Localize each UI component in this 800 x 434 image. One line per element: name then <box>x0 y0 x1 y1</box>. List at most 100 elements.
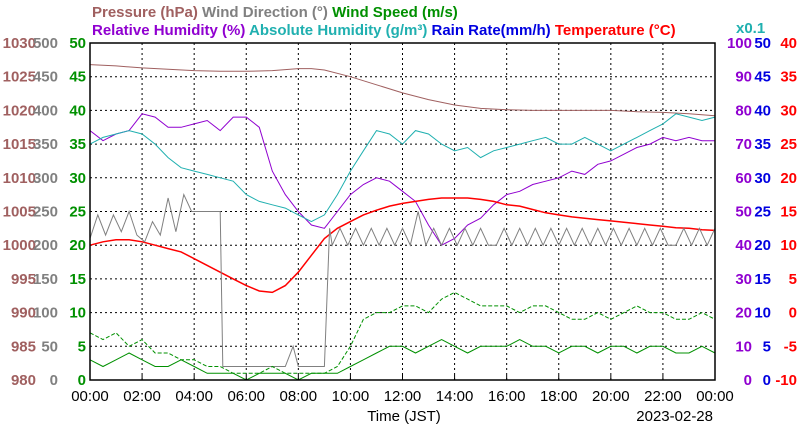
legend-row-2: Relative Humidity (%) Absolute Humidity … <box>92 22 676 39</box>
grid <box>90 43 715 380</box>
tick-label-rain: 35 <box>754 136 771 153</box>
tick-label-temp: 25 <box>780 136 797 153</box>
tick-label-wind_dir: 100 <box>33 305 58 322</box>
tick-label-wind_dir: 200 <box>33 237 58 254</box>
tick-label-pressure: 1000 <box>3 237 36 254</box>
tick-label-rh: 70 <box>735 136 752 153</box>
tick-label-wind_speed: 0 <box>78 372 86 389</box>
tick-label-rh: 100 <box>727 35 752 52</box>
tick-label-temp: -5 <box>784 338 797 355</box>
x-tick-label: 00:00 <box>696 388 734 405</box>
series-ah <box>89 113 716 223</box>
x-tick-label: 22:00 <box>644 388 682 405</box>
tick-label-pressure: 985 <box>11 338 36 355</box>
tick-label-temp: 40 <box>780 35 797 52</box>
tick-label-wind_dir: 350 <box>33 136 58 153</box>
tick-label-wind_dir: 400 <box>33 102 58 119</box>
tick-label-temp: 35 <box>780 69 797 86</box>
x-tick-label: 02:00 <box>123 388 161 405</box>
tick-label-temp: 30 <box>780 102 797 119</box>
x-axis: 00:00 02:00 04:00 06:00 08:00 10:00 12:00 14:00… <box>71 375 734 405</box>
x-tick-label: 20:00 <box>592 388 630 405</box>
tick-label-rh: 90 <box>735 69 752 86</box>
tick-label-wind_speed: 20 <box>69 237 86 254</box>
series-temp <box>89 197 716 294</box>
legend-rain: Rain Rate(mm/h) <box>427 22 550 39</box>
tick-label-rain: 45 <box>754 69 771 86</box>
tick-label-rain: 20 <box>754 237 771 254</box>
tick-label-rain: 40 <box>754 102 771 119</box>
tick-label-rh: 10 <box>735 338 752 355</box>
x-tick-label: 08:00 <box>280 388 318 405</box>
x-tick-label: 00:00 <box>71 388 109 405</box>
tick-label-temp: 0 <box>789 305 797 322</box>
tick-label-rh: 50 <box>735 204 752 221</box>
tick-label-rain: 25 <box>754 204 771 221</box>
tick-label-pressure: 1005 <box>3 204 36 221</box>
tick-label-pressure: 1030 <box>3 35 36 52</box>
x-tick-label: 16:00 <box>488 388 526 405</box>
tick-label-wind_speed: 15 <box>69 271 86 288</box>
tick-label-wind_dir: 250 <box>33 204 58 221</box>
legend-ah: Absolute Humidity (g/m³) <box>245 22 427 39</box>
series-wind_gust <box>89 291 716 374</box>
x-tick-label: 14:00 <box>436 388 474 405</box>
x-tick-label: 04:00 <box>175 388 213 405</box>
tick-label-temp: 20 <box>780 170 797 187</box>
tick-label-wind_dir: 150 <box>33 271 58 288</box>
legend-rh: Relative Humidity (%) <box>92 22 245 39</box>
x-tick-label: 18:00 <box>540 388 578 405</box>
tick-label-rh: 0 <box>744 372 752 389</box>
legend-wind_dir: Wind Direction (°) <box>198 4 328 21</box>
tick-label-pressure: 1015 <box>3 136 36 153</box>
x-tick-label: 12:00 <box>384 388 422 405</box>
tick-label-temp: 5 <box>789 271 797 288</box>
tick-label-wind_speed: 25 <box>69 204 86 221</box>
tick-label-pressure: 1025 <box>3 69 36 86</box>
tick-label-pressure: 990 <box>11 305 36 322</box>
tick-label-wind_speed: 45 <box>69 69 86 86</box>
x-tick-label: 10:00 <box>332 388 370 405</box>
tick-label-wind_dir: 500 <box>33 35 58 52</box>
tick-label-temp: 10 <box>780 237 797 254</box>
tick-label-rain: 50 <box>754 35 771 52</box>
tick-label-wind_dir: 300 <box>33 170 58 187</box>
x-tick-label: 06:00 <box>227 388 265 405</box>
series-wind_speed <box>89 339 716 381</box>
ah-multiplier-label: x0.1 <box>736 20 765 37</box>
legend-wind_speed: Wind Speed (m/s) <box>328 4 458 21</box>
tick-label-rain: 5 <box>763 338 771 355</box>
legend-temp: Temperature (°C) <box>551 22 676 39</box>
tick-label-pressure: 1010 <box>3 170 36 187</box>
tick-label-rh: 20 <box>735 305 752 322</box>
tick-label-rain: 30 <box>754 170 771 187</box>
series-wind_dir <box>89 193 716 367</box>
tick-label-rh: 30 <box>735 271 752 288</box>
tick-label-rh: 80 <box>735 102 752 119</box>
x-axis-label: Time (JST) <box>367 408 441 425</box>
tick-label-wind_speed: 35 <box>69 136 86 153</box>
series-pressure <box>89 64 716 117</box>
left-axes: 1030102510201015101010051000995990985980… <box>3 35 86 389</box>
tick-label-pressure: 995 <box>11 271 36 288</box>
tick-label-temp: 15 <box>780 204 797 221</box>
tick-label-wind_speed: 50 <box>69 35 86 52</box>
date-label: 2023-02-28 <box>636 408 713 425</box>
tick-label-wind_dir: 450 <box>33 69 58 86</box>
tick-label-rain: 0 <box>763 372 771 389</box>
tick-label-wind_dir: 0 <box>50 372 58 389</box>
tick-label-rain: 10 <box>754 305 771 322</box>
series-layer <box>89 64 716 381</box>
legend-pressure: Pressure (hPa) <box>92 4 198 21</box>
tick-label-wind_dir: 50 <box>41 338 58 355</box>
tick-label-temp: -10 <box>775 372 797 389</box>
tick-label-wind_speed: 10 <box>69 305 86 322</box>
tick-label-rh: 40 <box>735 237 752 254</box>
tick-label-wind_speed: 40 <box>69 102 86 119</box>
tick-label-pressure: 980 <box>11 372 36 389</box>
tick-label-wind_speed: 5 <box>78 338 86 355</box>
tick-label-rh: 60 <box>735 170 752 187</box>
tick-label-wind_speed: 30 <box>69 170 86 187</box>
right-axes: 1009080706050403020100504540353025201510… <box>727 35 797 389</box>
